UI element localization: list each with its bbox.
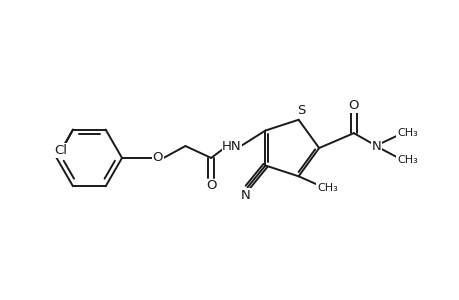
Text: O: O [152, 152, 162, 164]
Text: CH₃: CH₃ [316, 183, 337, 193]
Text: CH₃: CH₃ [396, 155, 417, 165]
Text: O: O [206, 179, 216, 192]
Text: HN: HN [222, 140, 241, 152]
Text: O: O [348, 99, 358, 112]
Text: S: S [297, 104, 305, 117]
Text: N: N [371, 140, 381, 152]
Text: N: N [240, 189, 250, 202]
Text: Cl: Cl [55, 144, 67, 157]
Text: CH₃: CH₃ [396, 128, 417, 138]
